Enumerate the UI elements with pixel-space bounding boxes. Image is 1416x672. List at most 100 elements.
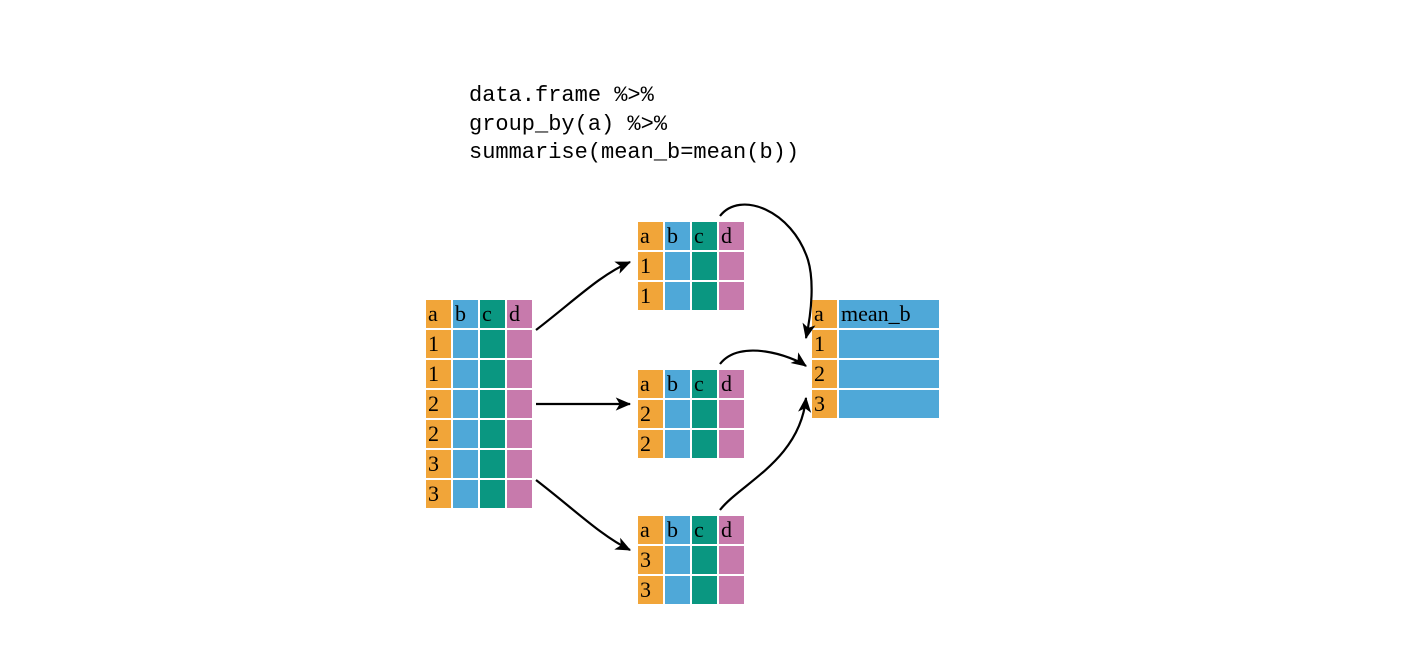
cell-mean_b [839, 330, 939, 358]
cell-mean_b [839, 360, 939, 388]
column-header-b: b [453, 300, 478, 328]
table-row: 1 [426, 360, 532, 388]
cell-a: 3 [812, 390, 837, 418]
cell-d [507, 450, 532, 478]
table-result: amean_b123 [810, 298, 941, 420]
cell-c [692, 576, 717, 604]
cell-d [507, 390, 532, 418]
cell-a: 2 [812, 360, 837, 388]
column-header-a: a [638, 222, 663, 250]
cell-a: 3 [638, 546, 663, 574]
arrow [536, 262, 630, 330]
table-row: 2 [426, 390, 532, 418]
table-row: 2 [638, 400, 744, 428]
cell-b [453, 360, 478, 388]
table-source: abcd112233 [424, 298, 534, 510]
table-group3: abcd33 [636, 514, 746, 606]
table-row: 3 [426, 480, 532, 508]
column-header-a: a [638, 516, 663, 544]
table-row: 1 [638, 282, 744, 310]
cell-b [453, 330, 478, 358]
cell-b [665, 576, 690, 604]
cell-d [719, 576, 744, 604]
cell-c [480, 390, 505, 418]
table-header-row: amean_b [812, 300, 939, 328]
table-row: 3 [812, 390, 939, 418]
cell-c [480, 450, 505, 478]
table-header-row: abcd [638, 370, 744, 398]
cell-a: 2 [426, 390, 451, 418]
cell-d [507, 420, 532, 448]
cell-b [665, 430, 690, 458]
table-header-row: abcd [638, 516, 744, 544]
cell-a: 1 [638, 252, 663, 280]
cell-a: 3 [638, 576, 663, 604]
column-header-a: a [812, 300, 837, 328]
cell-a: 1 [426, 360, 451, 388]
cell-c [480, 330, 505, 358]
cell-b [665, 252, 690, 280]
column-header-d: d [507, 300, 532, 328]
cell-d [719, 252, 744, 280]
arrow [536, 480, 630, 550]
column-header-c: c [692, 370, 717, 398]
cell-a: 1 [426, 330, 451, 358]
cell-d [719, 430, 744, 458]
table-header-row: abcd [426, 300, 532, 328]
cell-b [665, 282, 690, 310]
cell-a: 2 [638, 400, 663, 428]
cell-b [453, 480, 478, 508]
column-header-a: a [426, 300, 451, 328]
cell-c [480, 480, 505, 508]
cell-a: 2 [638, 430, 663, 458]
column-header-c: c [692, 222, 717, 250]
table-row: 2 [426, 420, 532, 448]
cell-d [507, 330, 532, 358]
table-header-row: abcd [638, 222, 744, 250]
cell-b [453, 450, 478, 478]
cell-c [692, 282, 717, 310]
cell-a: 3 [426, 450, 451, 478]
table-row: 3 [638, 546, 744, 574]
cell-d [719, 282, 744, 310]
table-row: 2 [638, 430, 744, 458]
table-row: 1 [638, 252, 744, 280]
arrow [720, 351, 806, 366]
cell-c [692, 400, 717, 428]
cell-d [719, 546, 744, 574]
cell-c [480, 420, 505, 448]
cell-a: 1 [812, 330, 837, 358]
table-row: 1 [812, 330, 939, 358]
column-header-a: a [638, 370, 663, 398]
table-row: 3 [426, 450, 532, 478]
cell-d [507, 360, 532, 388]
cell-a: 2 [426, 420, 451, 448]
cell-b [665, 546, 690, 574]
cell-d [719, 400, 744, 428]
column-header-c: c [692, 516, 717, 544]
column-header-c: c [480, 300, 505, 328]
table-row: 1 [426, 330, 532, 358]
code-snippet: data.frame %>% group_by(a) %>% summarise… [469, 82, 799, 168]
cell-b [665, 400, 690, 428]
column-header-d: d [719, 222, 744, 250]
cell-c [480, 360, 505, 388]
cell-mean_b [839, 390, 939, 418]
column-header-d: d [719, 370, 744, 398]
cell-b [453, 420, 478, 448]
column-header-mean_b: mean_b [839, 300, 939, 328]
cell-c [692, 430, 717, 458]
cell-c [692, 252, 717, 280]
table-group1: abcd11 [636, 220, 746, 312]
cell-d [507, 480, 532, 508]
cell-c [692, 546, 717, 574]
cell-b [453, 390, 478, 418]
column-header-d: d [719, 516, 744, 544]
column-header-b: b [665, 222, 690, 250]
table-row: 2 [812, 360, 939, 388]
cell-a: 1 [638, 282, 663, 310]
table-row: 3 [638, 576, 744, 604]
column-header-b: b [665, 516, 690, 544]
cell-a: 3 [426, 480, 451, 508]
column-header-b: b [665, 370, 690, 398]
